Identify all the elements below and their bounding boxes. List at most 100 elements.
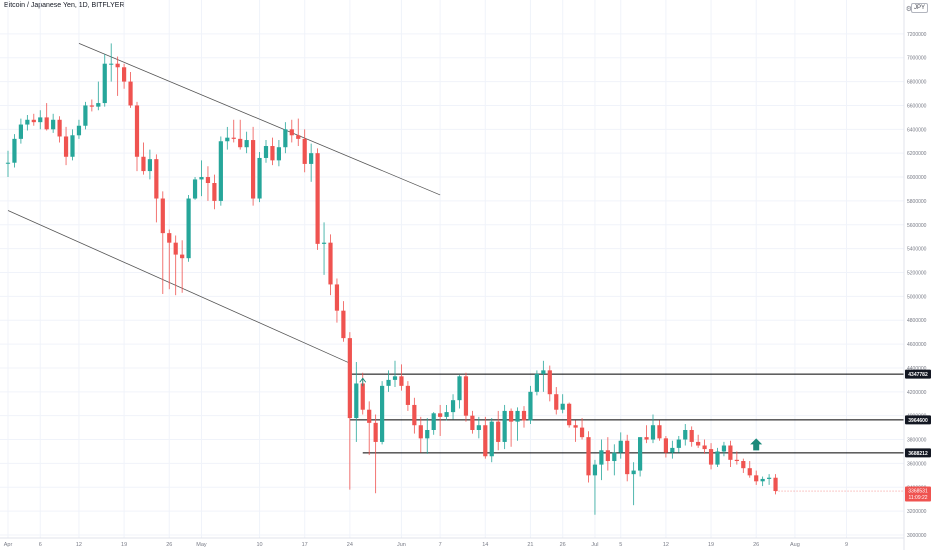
candle-body [560, 403, 565, 410]
candle-body [141, 156, 146, 172]
candle-body [315, 153, 320, 244]
candle-body [528, 391, 533, 421]
y-tick-label: 7200000 [907, 32, 927, 38]
price-label-box [905, 369, 931, 379]
candle-body [134, 105, 140, 157]
countdown-text: 11:09:22 [908, 495, 927, 501]
candle-body [89, 105, 94, 107]
time-axis[interactable]: Apr 6 12 19 26 May 10 17 24 Jun 7 14 21 26 Jul 5 12 19 26 A… [0, 537, 904, 548]
candle-body [167, 233, 172, 243]
y-tick-label: 4800000 [907, 318, 927, 324]
candle-body [741, 461, 746, 469]
x-tick-label: 26 [753, 542, 759, 548]
candle-body [676, 439, 681, 448]
y-tick-label: 3000000 [907, 533, 927, 539]
y-tick-label: 4200000 [907, 390, 927, 396]
chart-title: Bitcoin / Japanese Yen, 1D, BITFLYER [4, 2, 125, 9]
candle-body [244, 140, 249, 148]
trendline [78, 43, 441, 196]
candle-body [638, 437, 643, 471]
y-tick-label: 6400000 [907, 127, 927, 133]
candle-body [496, 421, 501, 442]
candle-body [5, 162, 11, 164]
candle-body [51, 119, 56, 130]
candle-body [438, 413, 443, 417]
candle-body [263, 146, 269, 158]
candle-body [431, 413, 436, 430]
candle-body [567, 403, 572, 426]
candle-body [605, 450, 610, 462]
candle-body [25, 119, 30, 125]
candle-body [412, 404, 417, 426]
candle-body [283, 129, 288, 148]
candle-body [347, 338, 352, 419]
candle-body [657, 425, 662, 439]
x-tick-label: May [196, 542, 207, 548]
candle-body [696, 441, 701, 446]
y-tick-label: 6000000 [907, 175, 927, 181]
candle-body [102, 63, 107, 104]
x-tick-label: Apr [4, 542, 13, 548]
candle-body [767, 477, 772, 479]
x-tick-label: 12 [663, 542, 669, 548]
candle-body [276, 147, 281, 161]
candle-body [457, 376, 462, 401]
candle-body [483, 425, 488, 457]
price-axis[interactable]: 7200000 7000000 6800000 6600000 6400000 62000… [907, 32, 927, 539]
candle-body [625, 440, 630, 475]
candle-body [586, 437, 591, 476]
candle-body [392, 376, 398, 380]
candle-body [380, 385, 385, 442]
arrows [359, 377, 763, 451]
candle-body [186, 198, 191, 259]
x-tick-label: 19 [121, 542, 127, 548]
candle-body [502, 410, 507, 442]
x-tick-label: 21 [527, 542, 533, 548]
candle-body [670, 447, 675, 453]
x-tick-label: 12 [76, 542, 82, 548]
x-tick-label: 6 [39, 542, 42, 548]
x-tick-label: 7 [439, 542, 442, 548]
candle-body [128, 81, 133, 106]
candle-body [192, 179, 198, 199]
candle-body [534, 373, 539, 392]
price-label-box [905, 448, 931, 458]
y-tick-label: 5000000 [907, 294, 927, 300]
candle-body [270, 146, 275, 161]
candle-body [521, 410, 527, 421]
y-tick-label: 6200000 [907, 151, 927, 157]
y-tick-label: 3600000 [907, 461, 927, 467]
candle-body [63, 136, 69, 157]
candle-body [592, 464, 598, 476]
candle-body [44, 117, 49, 130]
last-price-text: 3368531 [908, 489, 928, 495]
candle-body [205, 177, 211, 184]
candle-body [470, 415, 475, 430]
candle-body [83, 105, 88, 126]
candle-body [689, 430, 694, 442]
price-label-text: 3964600 [908, 418, 928, 424]
candle-body [663, 438, 668, 453]
candle-body [334, 284, 340, 311]
candle-body [515, 410, 520, 422]
candle-body [386, 379, 391, 386]
candle-body [399, 376, 404, 386]
candle-body [644, 437, 649, 440]
candle-body [747, 468, 752, 476]
price-label-box [905, 415, 931, 425]
y-tick-label: 5200000 [907, 271, 927, 277]
candle-body [173, 242, 178, 255]
candle-body [373, 422, 378, 442]
candle-body [302, 138, 307, 164]
x-tick-label: 10 [256, 542, 262, 548]
candle-body [721, 445, 727, 452]
candle-body [38, 117, 43, 123]
y-tick-label: 3200000 [907, 509, 927, 515]
candle-body [160, 198, 165, 234]
candle-body [476, 425, 481, 430]
settings-gear-icon[interactable]: ⚙ [905, 6, 912, 13]
candle-body [450, 400, 456, 413]
candle-body [122, 67, 127, 82]
